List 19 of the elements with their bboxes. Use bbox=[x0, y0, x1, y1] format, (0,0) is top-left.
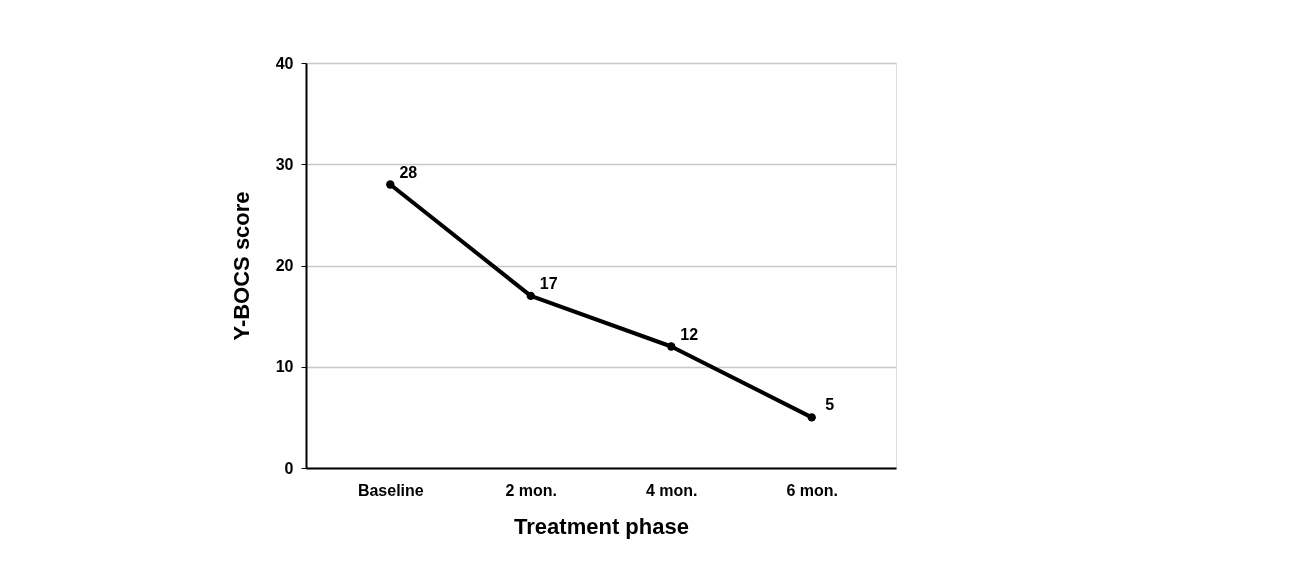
y-tick-label: 0 bbox=[284, 459, 294, 477]
y-tick-label: 20 bbox=[275, 257, 294, 274]
y-tick-label: 30 bbox=[275, 155, 294, 173]
data-label: 28 bbox=[399, 163, 418, 181]
data-label: 17 bbox=[539, 274, 558, 292]
x-tick-label: Baseline bbox=[357, 481, 424, 499]
x-tick-label: 2 mon. bbox=[505, 481, 558, 499]
point bbox=[386, 180, 395, 189]
x-axis-title: Treatment phase bbox=[514, 513, 689, 539]
point bbox=[807, 413, 816, 422]
x-tick-label: 4 mon. bbox=[645, 481, 698, 499]
x-tick-label: 6 mon. bbox=[786, 481, 838, 499]
data-label: 5 bbox=[825, 396, 835, 414]
y-tick-label: 40 bbox=[275, 54, 294, 72]
point bbox=[526, 291, 535, 301]
y-tick-label: 10 bbox=[275, 358, 294, 376]
point bbox=[667, 342, 676, 351]
data-label: 12 bbox=[680, 325, 699, 343]
y-axis-title: Y-BOCS score bbox=[228, 191, 254, 341]
